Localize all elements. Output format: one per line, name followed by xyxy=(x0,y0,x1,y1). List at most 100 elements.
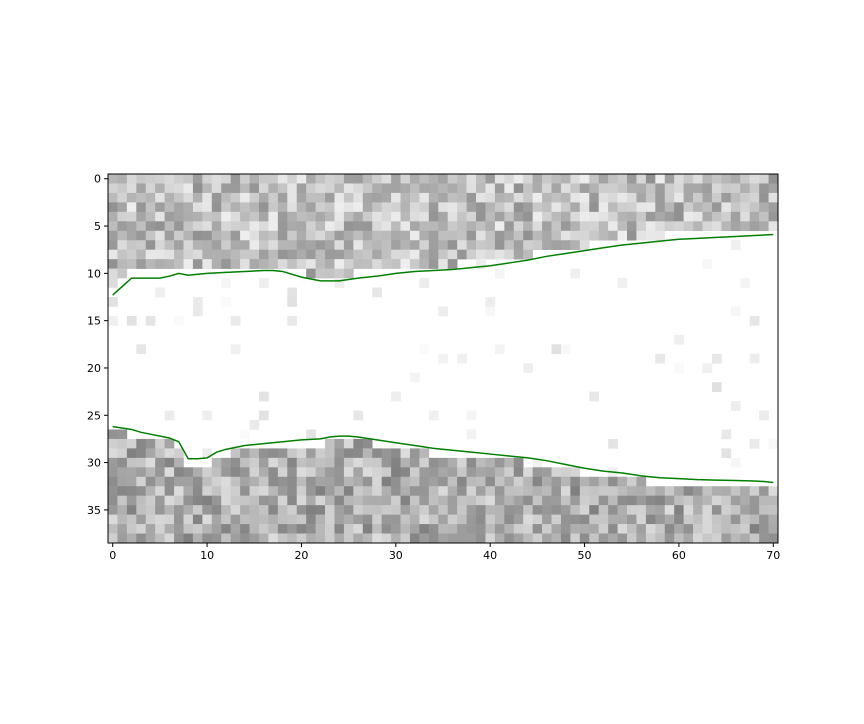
heatmap-cell xyxy=(645,505,656,515)
heatmap-cell xyxy=(627,221,637,232)
heatmap-cell xyxy=(258,192,269,203)
heatmap-cell xyxy=(240,249,250,260)
heatmap-cell xyxy=(447,240,458,250)
heatmap-cell xyxy=(551,240,562,250)
heatmap-cell xyxy=(145,259,156,269)
heatmap-cell xyxy=(740,524,750,534)
heatmap-cell xyxy=(362,448,373,459)
heatmap-cell xyxy=(325,268,335,279)
heatmap-cell xyxy=(362,174,373,184)
heatmap-cell xyxy=(560,183,571,194)
heatmap-cell xyxy=(306,249,316,260)
heatmap-cell xyxy=(136,448,147,459)
heatmap-cell xyxy=(240,514,250,525)
heatmap-cell xyxy=(126,211,137,222)
heatmap-cell xyxy=(136,240,147,250)
heatmap-cell xyxy=(438,467,449,478)
heatmap-cell xyxy=(494,230,505,241)
heatmap-cell xyxy=(174,467,184,478)
heatmap-cell xyxy=(381,202,392,213)
heatmap-cell xyxy=(391,221,401,232)
heatmap-cell xyxy=(108,240,118,250)
heatmap-cell xyxy=(645,174,656,184)
heatmap-cell xyxy=(560,192,571,203)
heatmap-cell xyxy=(608,505,618,515)
heatmap-cell xyxy=(296,514,307,525)
heatmap-cell xyxy=(768,505,779,515)
heatmap-cell xyxy=(409,457,420,468)
heatmap-cell xyxy=(136,192,147,203)
heatmap-cell xyxy=(740,211,750,222)
heatmap-cell xyxy=(419,278,430,288)
heatmap-cell xyxy=(730,183,741,194)
heatmap-cell xyxy=(136,230,147,241)
heatmap-cell xyxy=(155,533,165,544)
heatmap-cell xyxy=(343,514,354,525)
heatmap-cell xyxy=(655,533,666,544)
heatmap-cell xyxy=(664,202,675,213)
heatmap-cell xyxy=(391,249,401,260)
heatmap-cell xyxy=(192,192,203,203)
heatmap-cell xyxy=(768,438,779,449)
heatmap-cell xyxy=(513,211,524,222)
heatmap-cell xyxy=(494,174,505,184)
heatmap-cell xyxy=(268,192,279,203)
heatmap-cell xyxy=(447,524,458,534)
heatmap-cell xyxy=(504,457,515,468)
heatmap-cell xyxy=(221,249,231,260)
heatmap-cell xyxy=(126,495,137,506)
heatmap-cell xyxy=(334,476,345,487)
heatmap-cell xyxy=(306,174,316,184)
heatmap-cell xyxy=(164,514,175,525)
heatmap-cell xyxy=(485,174,496,184)
heatmap-cell xyxy=(759,202,769,213)
heatmap-cell xyxy=(693,524,703,534)
heatmap-cell xyxy=(598,495,609,506)
heatmap-cell xyxy=(457,230,467,241)
heatmap-cell xyxy=(296,448,307,459)
heatmap-cell xyxy=(532,495,543,506)
heatmap-cell xyxy=(494,249,505,260)
heatmap-cell xyxy=(476,524,486,534)
heatmap-cell xyxy=(466,467,477,478)
heatmap-cell xyxy=(117,429,128,440)
heatmap-cell xyxy=(740,514,750,525)
heatmap-cell xyxy=(296,240,307,250)
heatmap-cell xyxy=(315,448,326,459)
heatmap-cell xyxy=(768,183,779,194)
heatmap-cell xyxy=(513,230,524,241)
heatmap-cell xyxy=(230,457,241,468)
heatmap-cell xyxy=(126,202,137,213)
heatmap-cell xyxy=(693,202,703,213)
heatmap-cell xyxy=(343,495,354,506)
heatmap-cell xyxy=(419,344,430,355)
heatmap-cell xyxy=(258,202,269,213)
heatmap-cell xyxy=(457,533,467,544)
heatmap-cell xyxy=(258,524,269,534)
heatmap-cell xyxy=(108,221,118,232)
heatmap-cell xyxy=(306,505,316,515)
heatmap-cell xyxy=(136,249,147,260)
heatmap-cell xyxy=(645,221,656,232)
heatmap-cell xyxy=(419,495,430,506)
heatmap-cell xyxy=(221,230,231,241)
heatmap-cell xyxy=(240,533,250,544)
heatmap-cell xyxy=(749,438,760,449)
heatmap-cell xyxy=(353,211,364,222)
heatmap-cell xyxy=(466,240,477,250)
heatmap-cell xyxy=(532,183,543,194)
heatmap-cell xyxy=(108,429,118,440)
heatmap-cell xyxy=(542,486,552,496)
heatmap-cell xyxy=(315,230,326,241)
heatmap-cell xyxy=(664,221,675,232)
heatmap-cell xyxy=(258,486,269,496)
heatmap-cell xyxy=(334,467,345,478)
heatmap-cell xyxy=(589,533,600,544)
heatmap-cell xyxy=(353,514,364,525)
heatmap-cell xyxy=(183,221,194,232)
heatmap-cell xyxy=(372,202,382,213)
heatmap-cell xyxy=(711,382,722,392)
heatmap-cell xyxy=(306,202,316,213)
heatmap-cell xyxy=(343,505,354,515)
heatmap-cell xyxy=(230,467,241,478)
